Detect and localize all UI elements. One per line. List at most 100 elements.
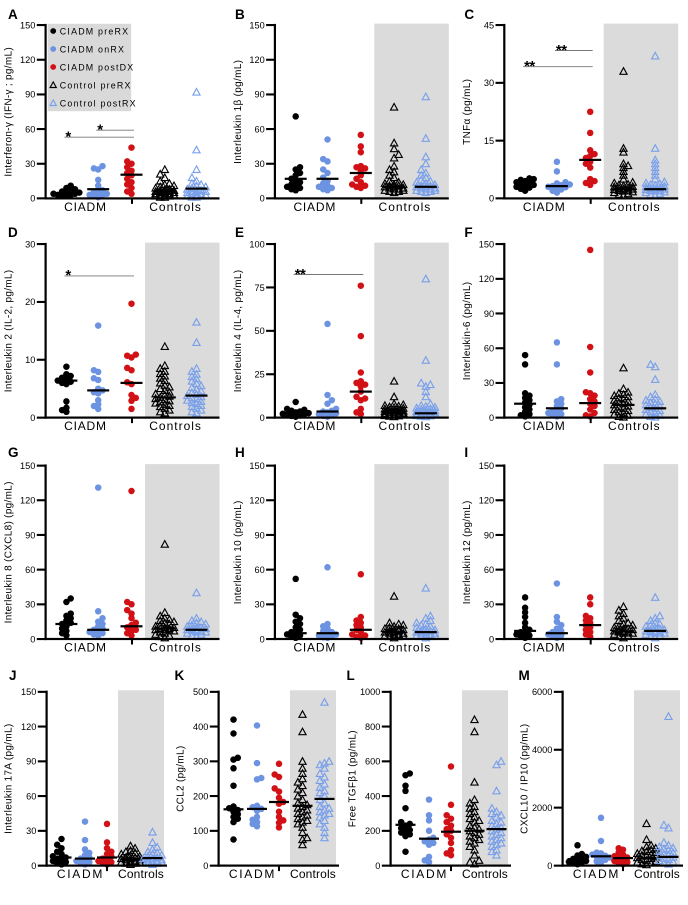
svg-text:Control preRX: Control preRX xyxy=(60,80,132,90)
svg-text:CXCL10 / IP10 (pg/mL): CXCL10 / IP10 (pg/mL) xyxy=(520,724,531,834)
svg-text:H: H xyxy=(235,445,245,460)
svg-text:E: E xyxy=(235,225,244,240)
svg-text:Interleukin-6 (pg/mL): Interleukin-6 (pg/mL) xyxy=(462,282,473,381)
svg-text:0: 0 xyxy=(489,194,494,204)
svg-text:0: 0 xyxy=(30,194,35,204)
svg-text:30: 30 xyxy=(25,159,35,169)
svg-text:30: 30 xyxy=(484,78,494,88)
svg-text:CIADM: CIADM xyxy=(64,419,107,433)
svg-text:60: 60 xyxy=(25,565,35,575)
svg-text:4000: 4000 xyxy=(532,745,552,755)
svg-text:CIADM: CIADM xyxy=(293,640,336,654)
svg-text:120: 120 xyxy=(21,722,36,732)
svg-text:Controls: Controls xyxy=(149,640,202,654)
svg-text:20: 20 xyxy=(25,297,35,307)
svg-text:**: ** xyxy=(295,266,306,283)
svg-text:60: 60 xyxy=(484,344,494,354)
svg-text:L: L xyxy=(347,668,355,683)
svg-text:150: 150 xyxy=(20,20,35,30)
svg-text:Controls: Controls xyxy=(634,867,680,881)
svg-text:Controls: Controls xyxy=(462,867,508,881)
svg-text:CCL2 (pg/mL): CCL2 (pg/mL) xyxy=(176,745,187,811)
svg-text:120: 120 xyxy=(479,496,494,506)
svg-text:10: 10 xyxy=(25,355,35,365)
svg-text:200: 200 xyxy=(365,826,380,836)
svg-text:Controls: Controls xyxy=(118,867,164,881)
svg-text:50: 50 xyxy=(254,326,264,336)
svg-text:100: 100 xyxy=(249,239,264,249)
svg-text:TNFα (pg/mL): TNFα (pg/mL) xyxy=(462,79,473,145)
svg-text:CIADM: CIADM xyxy=(401,867,448,881)
svg-text:25: 25 xyxy=(254,370,264,380)
svg-text:90: 90 xyxy=(25,530,35,540)
svg-text:Controls: Controls xyxy=(149,419,202,433)
svg-text:30: 30 xyxy=(26,826,36,836)
svg-text:C: C xyxy=(464,7,474,22)
svg-text:Interferon-γ (IFN-γ ; pg/mL): Interferon-γ (IFN-γ ; pg/mL) xyxy=(4,47,15,177)
svg-text:CIADM: CIADM xyxy=(523,200,566,214)
svg-text:0: 0 xyxy=(489,413,494,423)
svg-text:0: 0 xyxy=(30,413,35,423)
svg-text:120: 120 xyxy=(479,274,494,284)
svg-text:60: 60 xyxy=(254,565,264,575)
svg-text:0: 0 xyxy=(203,861,208,871)
svg-text:Controls: Controls xyxy=(608,200,661,214)
svg-text:0: 0 xyxy=(260,194,265,204)
svg-text:120: 120 xyxy=(20,496,35,506)
svg-text:J: J xyxy=(9,668,17,683)
svg-text:150: 150 xyxy=(479,239,494,249)
svg-text:Interleukin 10 (pg/mL): Interleukin 10 (pg/mL) xyxy=(233,500,244,604)
svg-text:CIADM: CIADM xyxy=(57,867,104,881)
svg-text:300: 300 xyxy=(193,757,208,767)
svg-text:150: 150 xyxy=(249,20,264,30)
svg-text:60: 60 xyxy=(254,124,264,134)
svg-text:CIADM: CIADM xyxy=(64,200,107,214)
svg-text:400: 400 xyxy=(365,791,380,801)
svg-text:F: F xyxy=(464,225,472,240)
svg-text:90: 90 xyxy=(26,757,36,767)
svg-text:K: K xyxy=(175,668,185,683)
svg-text:CIADM: CIADM xyxy=(64,640,107,654)
svg-text:Interleukin 12 (pg/mL): Interleukin 12 (pg/mL) xyxy=(462,500,473,604)
svg-text:Interleukin 1β (pg/mL): Interleukin 1β (pg/mL) xyxy=(233,60,244,164)
svg-text:Interleukin 4 (IL-4, pg/mL): Interleukin 4 (IL-4, pg/mL) xyxy=(233,270,244,393)
svg-text:**: ** xyxy=(524,58,535,75)
svg-text:0: 0 xyxy=(489,634,494,644)
svg-text:90: 90 xyxy=(484,309,494,319)
svg-text:30: 30 xyxy=(484,378,494,388)
svg-text:90: 90 xyxy=(254,90,264,100)
svg-text:0: 0 xyxy=(260,413,265,423)
svg-text:CIADM postDX: CIADM postDX xyxy=(60,62,135,72)
svg-text:200: 200 xyxy=(193,791,208,801)
svg-text:120: 120 xyxy=(249,55,264,65)
svg-text:*: * xyxy=(65,129,71,146)
svg-text:**: ** xyxy=(556,42,567,59)
svg-text:Controls: Controls xyxy=(608,419,661,433)
svg-text:400: 400 xyxy=(193,722,208,732)
svg-text:D: D xyxy=(8,225,18,240)
svg-text:Free TGFβ1 (pg/mL): Free TGFβ1 (pg/mL) xyxy=(348,730,359,827)
svg-text:150: 150 xyxy=(20,461,35,471)
svg-text:0: 0 xyxy=(260,634,265,644)
svg-text:*: * xyxy=(97,122,103,139)
svg-text:Interleukin 2 (IL-2, pg/mL): Interleukin 2 (IL-2, pg/mL) xyxy=(4,270,15,393)
svg-text:CIADM preRX: CIADM preRX xyxy=(60,26,129,36)
svg-text:I: I xyxy=(464,445,468,460)
svg-text:Interleukin 17A (pg/mL): Interleukin 17A (pg/mL) xyxy=(4,724,15,834)
svg-text:B: B xyxy=(235,7,245,22)
svg-text:30: 30 xyxy=(254,159,264,169)
svg-text:60: 60 xyxy=(25,124,35,134)
svg-text:CIADM: CIADM xyxy=(293,419,336,433)
svg-text:Controls: Controls xyxy=(608,640,661,654)
svg-text:1000: 1000 xyxy=(360,687,380,697)
svg-text:Interleukin 8 (CXCL8) (pg/mL): Interleukin 8 (CXCL8) (pg/mL) xyxy=(4,481,15,623)
svg-text:G: G xyxy=(8,445,19,460)
svg-text:30: 30 xyxy=(25,239,35,249)
svg-text:500: 500 xyxy=(193,687,208,697)
svg-text:150: 150 xyxy=(249,461,264,471)
svg-text:Controls: Controls xyxy=(290,867,336,881)
svg-text:90: 90 xyxy=(254,530,264,540)
svg-text:0: 0 xyxy=(30,634,35,644)
svg-text:800: 800 xyxy=(365,722,380,732)
svg-text:*: * xyxy=(65,267,71,284)
